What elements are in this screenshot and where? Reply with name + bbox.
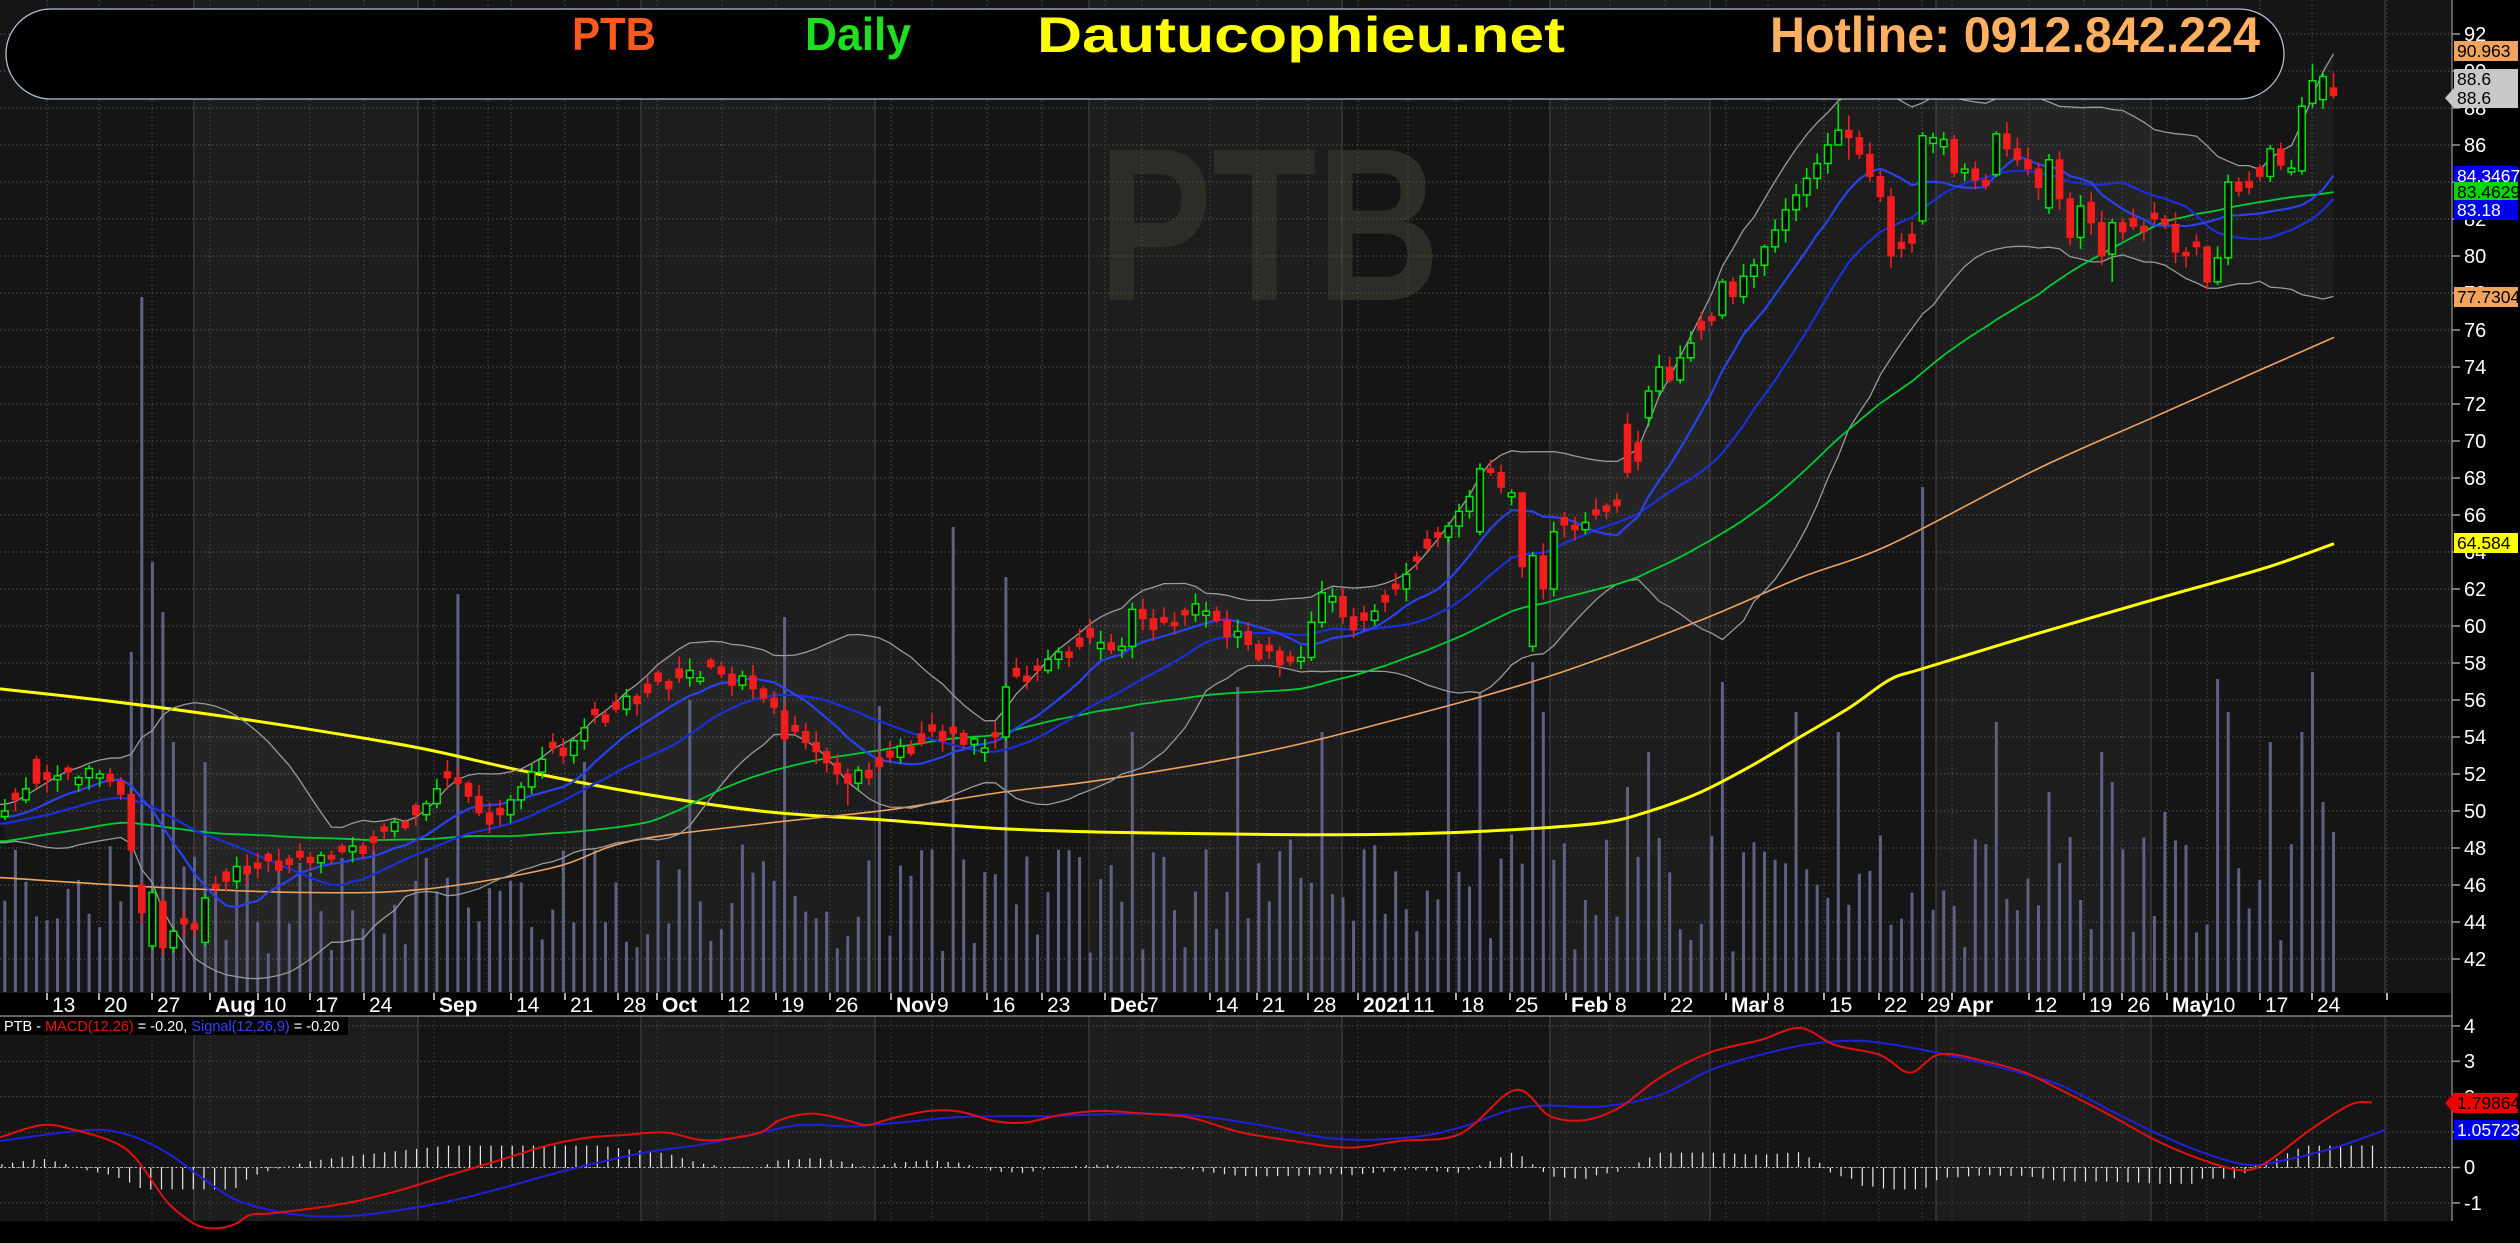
svg-text:10: 10 [263, 994, 286, 1017]
svg-text:20: 20 [104, 994, 127, 1017]
svg-text:19: 19 [781, 994, 804, 1017]
svg-text:52: 52 [2464, 764, 2486, 786]
svg-text:80: 80 [2464, 246, 2486, 268]
svg-text:28: 28 [1313, 994, 1336, 1017]
svg-text:Dec: Dec [1110, 994, 1149, 1017]
svg-text:Dautucophieu.net: Dautucophieu.net [1037, 7, 1565, 63]
svg-text:13: 13 [52, 994, 75, 1017]
svg-text:83.18: 83.18 [2457, 200, 2501, 220]
svg-text:PTB: PTB [572, 8, 656, 60]
svg-text:29: 29 [1927, 994, 1950, 1017]
svg-text:May: May [2172, 994, 2213, 1017]
svg-text:92: 92 [2464, 24, 2486, 46]
svg-text:7: 7 [1147, 994, 1159, 1017]
svg-text:64.584: 64.584 [2457, 533, 2511, 553]
svg-text:66: 66 [2464, 505, 2486, 527]
svg-text:12: 12 [2034, 994, 2057, 1017]
svg-text:9: 9 [937, 994, 949, 1017]
svg-text:Aug: Aug [215, 994, 256, 1017]
svg-text:0: 0 [2464, 1157, 2475, 1179]
svg-text:21: 21 [570, 994, 593, 1017]
svg-text:Apr: Apr [1957, 994, 1993, 1017]
svg-text:70: 70 [2464, 431, 2486, 453]
svg-text:1.05723: 1.05723 [2457, 1120, 2520, 1140]
svg-text:Sep: Sep [439, 994, 478, 1017]
svg-text:77.7304: 77.7304 [2457, 287, 2520, 307]
svg-text:4: 4 [2464, 1016, 2475, 1038]
svg-text:-1: -1 [2464, 1193, 2482, 1215]
svg-text:26: 26 [2127, 994, 2150, 1017]
svg-text:62: 62 [2464, 579, 2486, 601]
svg-text:3: 3 [2464, 1051, 2475, 1073]
svg-text:Daily: Daily [805, 8, 911, 60]
svg-text:Mar: Mar [1731, 994, 1768, 1017]
svg-text:83.4629: 83.4629 [2457, 182, 2520, 202]
svg-text:12: 12 [727, 994, 750, 1017]
svg-text:22: 22 [1884, 994, 1907, 1017]
svg-text:24: 24 [2317, 994, 2341, 1017]
svg-text:56: 56 [2464, 690, 2486, 712]
svg-text:46: 46 [2464, 875, 2486, 897]
svg-text:15: 15 [1829, 994, 1852, 1017]
svg-text:2021: 2021 [1363, 994, 1410, 1017]
svg-text:25: 25 [1515, 994, 1538, 1017]
svg-text:Oct: Oct [662, 994, 697, 1017]
svg-text:58: 58 [2464, 653, 2486, 675]
svg-text:27: 27 [157, 994, 180, 1017]
svg-text:10: 10 [2212, 994, 2235, 1017]
svg-text:8: 8 [1773, 994, 1785, 1017]
svg-text:44: 44 [2464, 912, 2486, 934]
svg-text:Nov: Nov [896, 994, 936, 1017]
svg-text:21: 21 [1262, 994, 1285, 1017]
svg-text:24: 24 [369, 994, 393, 1017]
svg-text:11: 11 [1413, 994, 1435, 1017]
svg-text:90.963: 90.963 [2457, 41, 2511, 61]
svg-text:1.79864: 1.79864 [2457, 1093, 2520, 1113]
svg-text:26: 26 [835, 994, 858, 1017]
svg-text:Hotline: 0912.842.224: Hotline: 0912.842.224 [1770, 7, 2260, 63]
svg-text:PTB: PTB [1098, 104, 1440, 347]
svg-text:17: 17 [315, 994, 338, 1017]
svg-text:50: 50 [2464, 801, 2486, 823]
svg-text:42: 42 [2464, 949, 2486, 971]
svg-text:54: 54 [2464, 727, 2486, 749]
svg-text:60: 60 [2464, 616, 2486, 638]
svg-text:14: 14 [516, 994, 540, 1017]
svg-text:22: 22 [1670, 994, 1693, 1017]
svg-text:Feb: Feb [1571, 994, 1608, 1017]
svg-text:76: 76 [2464, 320, 2486, 342]
svg-text:18: 18 [1461, 994, 1484, 1017]
svg-text:48: 48 [2464, 838, 2486, 860]
svg-text:88.6: 88.6 [2457, 69, 2491, 89]
svg-text:17: 17 [2265, 994, 2288, 1017]
svg-text:19: 19 [2089, 994, 2112, 1017]
svg-text:84.3467: 84.3467 [2457, 166, 2520, 186]
svg-text:74: 74 [2464, 357, 2486, 379]
svg-text:8: 8 [1615, 994, 1627, 1017]
svg-text:14: 14 [1215, 994, 1239, 1017]
svg-text:23: 23 [1047, 994, 1070, 1017]
svg-text:88.6: 88.6 [2457, 88, 2491, 108]
svg-text:86: 86 [2464, 135, 2486, 157]
svg-text:68: 68 [2464, 468, 2486, 490]
svg-text:16: 16 [992, 994, 1015, 1017]
svg-text:72: 72 [2464, 394, 2486, 416]
svg-text:28: 28 [623, 994, 646, 1017]
svg-text:PTB - MACD(12,26) = -0.20, Sig: PTB - MACD(12,26) = -0.20, Signal(12,26,… [4, 1019, 339, 1035]
